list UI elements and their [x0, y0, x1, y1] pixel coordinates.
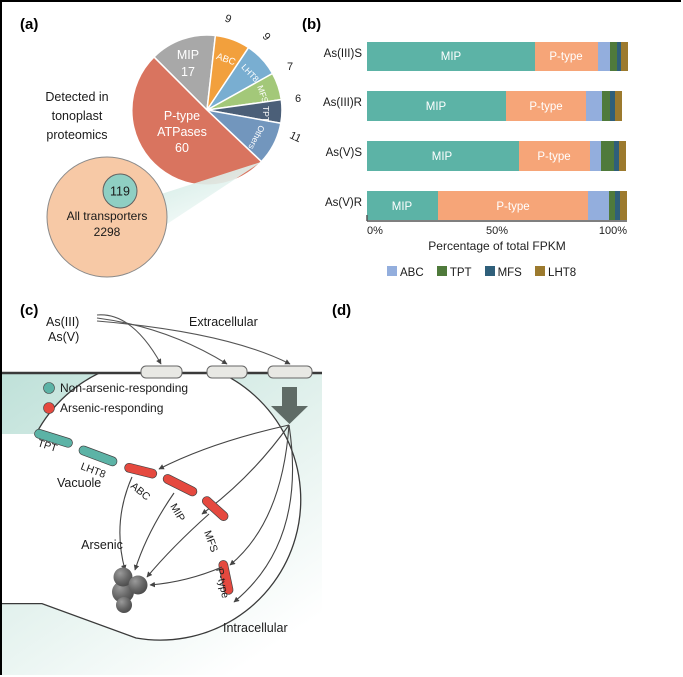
svg-text:P-type: P-type	[537, 151, 570, 163]
svg-text:Intracellular: Intracellular	[223, 621, 288, 635]
svg-text:50%: 50%	[486, 225, 508, 237]
svg-text:Percentage of total FPKM: Percentage of total FPKM	[428, 239, 565, 253]
svg-text:MIP: MIP	[426, 101, 447, 113]
svg-text:As(V): As(V)	[48, 330, 79, 344]
svg-text:100%: 100%	[599, 225, 627, 237]
svg-text:P-type: P-type	[496, 201, 529, 213]
svg-text:Arsenic-responding: Arsenic-responding	[60, 401, 163, 415]
svg-text:All transporters: All transporters	[67, 209, 148, 223]
svg-text:Arsenic: Arsenic	[81, 538, 123, 552]
svg-text:Non-arsenic-responding: Non-arsenic-responding	[60, 381, 188, 395]
svg-text:P-type: P-type	[549, 51, 582, 63]
svg-text:MIP: MIP	[432, 151, 453, 163]
svg-text:MIP: MIP	[392, 201, 413, 213]
svg-text:P-type: P-type	[529, 101, 562, 113]
svg-text:119: 119	[110, 185, 130, 199]
svg-text:0%: 0%	[367, 225, 383, 237]
svg-text:MIP: MIP	[441, 51, 462, 63]
svg-text:Vacuole: Vacuole	[57, 476, 101, 490]
svg-text:As(III): As(III)	[46, 315, 79, 329]
svg-text:2298: 2298	[94, 225, 121, 239]
svg-text:Extracellular: Extracellular	[189, 315, 258, 329]
